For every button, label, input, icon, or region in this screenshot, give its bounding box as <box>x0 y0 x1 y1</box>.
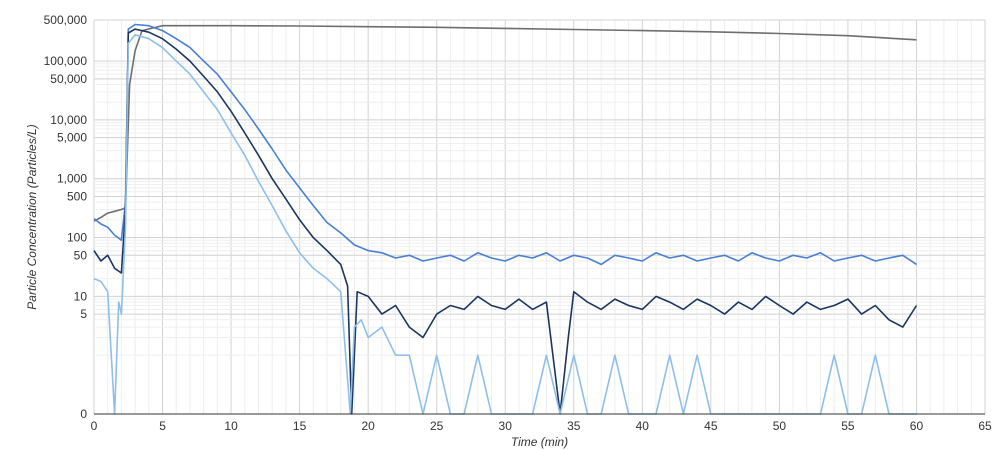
x-tick-label: 55 <box>841 419 855 433</box>
y-tick-label: 100 <box>67 231 87 245</box>
series-line-3 <box>93 28 918 415</box>
y-axis-title: Particle Concentration (Particles/L) <box>25 124 39 309</box>
y-tick-label: 100,000 <box>44 54 88 68</box>
x-tick-label: 5 <box>159 419 166 433</box>
x-tick-label: 10 <box>224 419 238 433</box>
tick-labels: 0 5 10 15 20 25 30 35 40 45 50 55 60 65 0 5 10 50 100 500 1,… <box>44 13 992 433</box>
y-tick-label: 500,000 <box>44 13 88 27</box>
y-tick-label: 5,000 <box>57 131 87 145</box>
x-tick-label: 15 <box>293 419 307 433</box>
x-tick-label: 45 <box>704 419 718 433</box>
y-tick-label: 50,000 <box>50 72 87 86</box>
y-tick-label: 1,000 <box>57 172 87 186</box>
series-line-1 <box>93 24 917 222</box>
y-tick-label: 500 <box>67 189 87 203</box>
x-tick-label: 30 <box>499 419 513 433</box>
y-tick-label: 10,000 <box>50 113 87 127</box>
y-tick-label: 0 <box>80 407 87 421</box>
x-axis-title: Time (min) <box>511 435 568 449</box>
x-tick-label: 50 <box>773 419 787 433</box>
y-tick-label: 50 <box>74 248 88 262</box>
x-tick-label: 60 <box>910 419 924 433</box>
y-tick-label: 5 <box>80 307 87 321</box>
x-tick-label: 65 <box>978 419 992 433</box>
y-tick-label: 10 <box>74 289 88 303</box>
grid <box>93 19 986 415</box>
series-line-2 <box>93 23 917 266</box>
x-tick-label: 40 <box>636 419 650 433</box>
x-tick-label: 20 <box>361 419 375 433</box>
x-tick-label: 35 <box>567 419 581 433</box>
x-tick-label: 25 <box>430 419 444 433</box>
x-tick-label: 0 <box>91 419 98 433</box>
